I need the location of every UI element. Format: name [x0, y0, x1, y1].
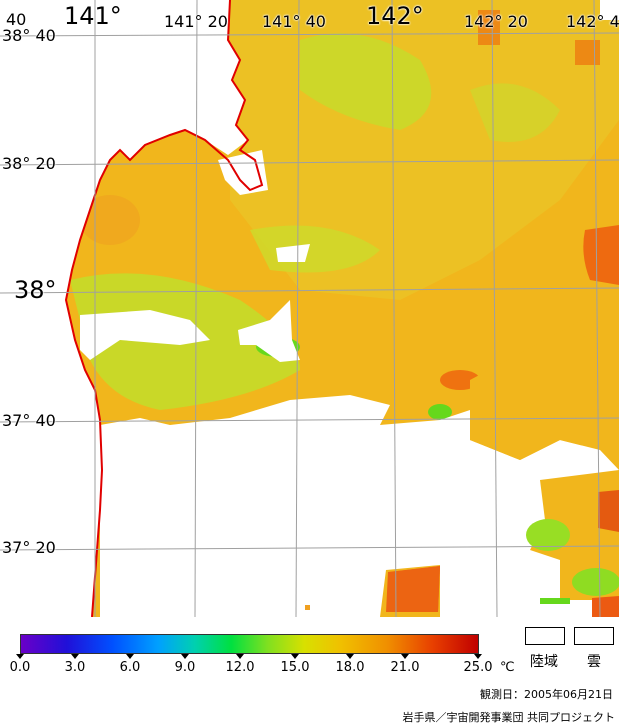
temperature-colorbar [16, 634, 482, 659]
colorbar-tick [71, 654, 79, 659]
land-legend-swatch [525, 627, 565, 645]
corner-label-40: 40 [6, 10, 27, 29]
colorbar-tick [474, 654, 482, 659]
credit-text: 岩手県／宇宙開発事業団 共同プロジェクト [402, 711, 616, 724]
lon-label-141-40: 141° 40 [262, 12, 326, 31]
lat-label-37-40: 37° 40 [2, 411, 56, 430]
sst-warm-patch-south2 [388, 566, 440, 612]
cloud-mask-west [80, 310, 210, 360]
sst-warm-patch-ne [478, 10, 500, 45]
colorbar-tick [346, 654, 354, 659]
colorbar-tick [401, 654, 409, 659]
colorbar-tick [126, 654, 134, 659]
lat-label-37-20: 37° 20 [2, 538, 56, 557]
sst-se-sea-lower [530, 470, 619, 600]
land-area [0, 0, 248, 617]
sst-speck2 [540, 598, 570, 604]
cloud-legend-label: 雲 [587, 654, 601, 670]
colorbar-tick [16, 654, 24, 659]
lat-label-38: 38° [14, 276, 57, 304]
sst-warm-patch-east [583, 225, 619, 285]
graticule [0, 0, 619, 617]
cloud-legend-swatch [574, 627, 614, 645]
colorbar-tick-label: 25.0 [463, 660, 493, 675]
cloud-mask-south [100, 395, 619, 617]
colorbar-tick-label: 21.0 [390, 660, 420, 675]
lon-label-141-20: 141° 20 [164, 12, 228, 31]
sst-green-spot6 [526, 519, 570, 551]
sst-map: 141° 141° 20 141° 40 142° 142° 20 142° 4… [0, 0, 619, 617]
sst-warm-patch-sse2 [592, 596, 619, 617]
sst-speck [305, 605, 310, 610]
colorbar-tick [181, 654, 189, 659]
colorbar-tick-label: 12.0 [225, 660, 255, 675]
sst-green-spot5 [428, 404, 452, 420]
sst-green-spot7 [572, 568, 619, 596]
sst-cool-patch-north [300, 33, 432, 131]
lon-label-141: 141° [64, 2, 122, 30]
lat-label-38-40: 38° 40 [2, 26, 56, 45]
lat-label-38-20: 38° 20 [2, 154, 56, 173]
colorbar-gradient [20, 634, 479, 654]
colorbar-tick [291, 654, 299, 659]
cloud-mask-center [238, 300, 300, 362]
colorbar-tick-label: 9.0 [174, 660, 196, 675]
colorbar-tick-label: 6.0 [119, 660, 141, 675]
lon-label-142-40: 142° 40 [566, 12, 619, 31]
temperature-unit: ℃ [500, 660, 515, 675]
sst-map-canvas [0, 0, 619, 617]
cloud-mask-center2 [276, 244, 310, 262]
colorbar-tick-label: 3.0 [64, 660, 86, 675]
colorbar-tick-label: 0.0 [9, 660, 31, 675]
observation-date: 観測日：2005年06月21日 [480, 688, 613, 701]
sst-south-east-sea [470, 300, 619, 470]
colorbar-tick-label: 15.0 [280, 660, 310, 675]
lon-label-142: 142° [366, 2, 424, 30]
colorbar-tick [236, 654, 244, 659]
cloud-mask-corner-ne [600, 0, 619, 20]
sst-warm-patch-ne2 [575, 40, 600, 65]
colorbar-tick-label: 18.0 [335, 660, 365, 675]
sst-warm-patch-se2 [598, 490, 619, 532]
lon-label-142-20: 142° 20 [464, 12, 528, 31]
land-legend-label: 陸域 [530, 654, 558, 670]
coastline [64, 0, 264, 617]
